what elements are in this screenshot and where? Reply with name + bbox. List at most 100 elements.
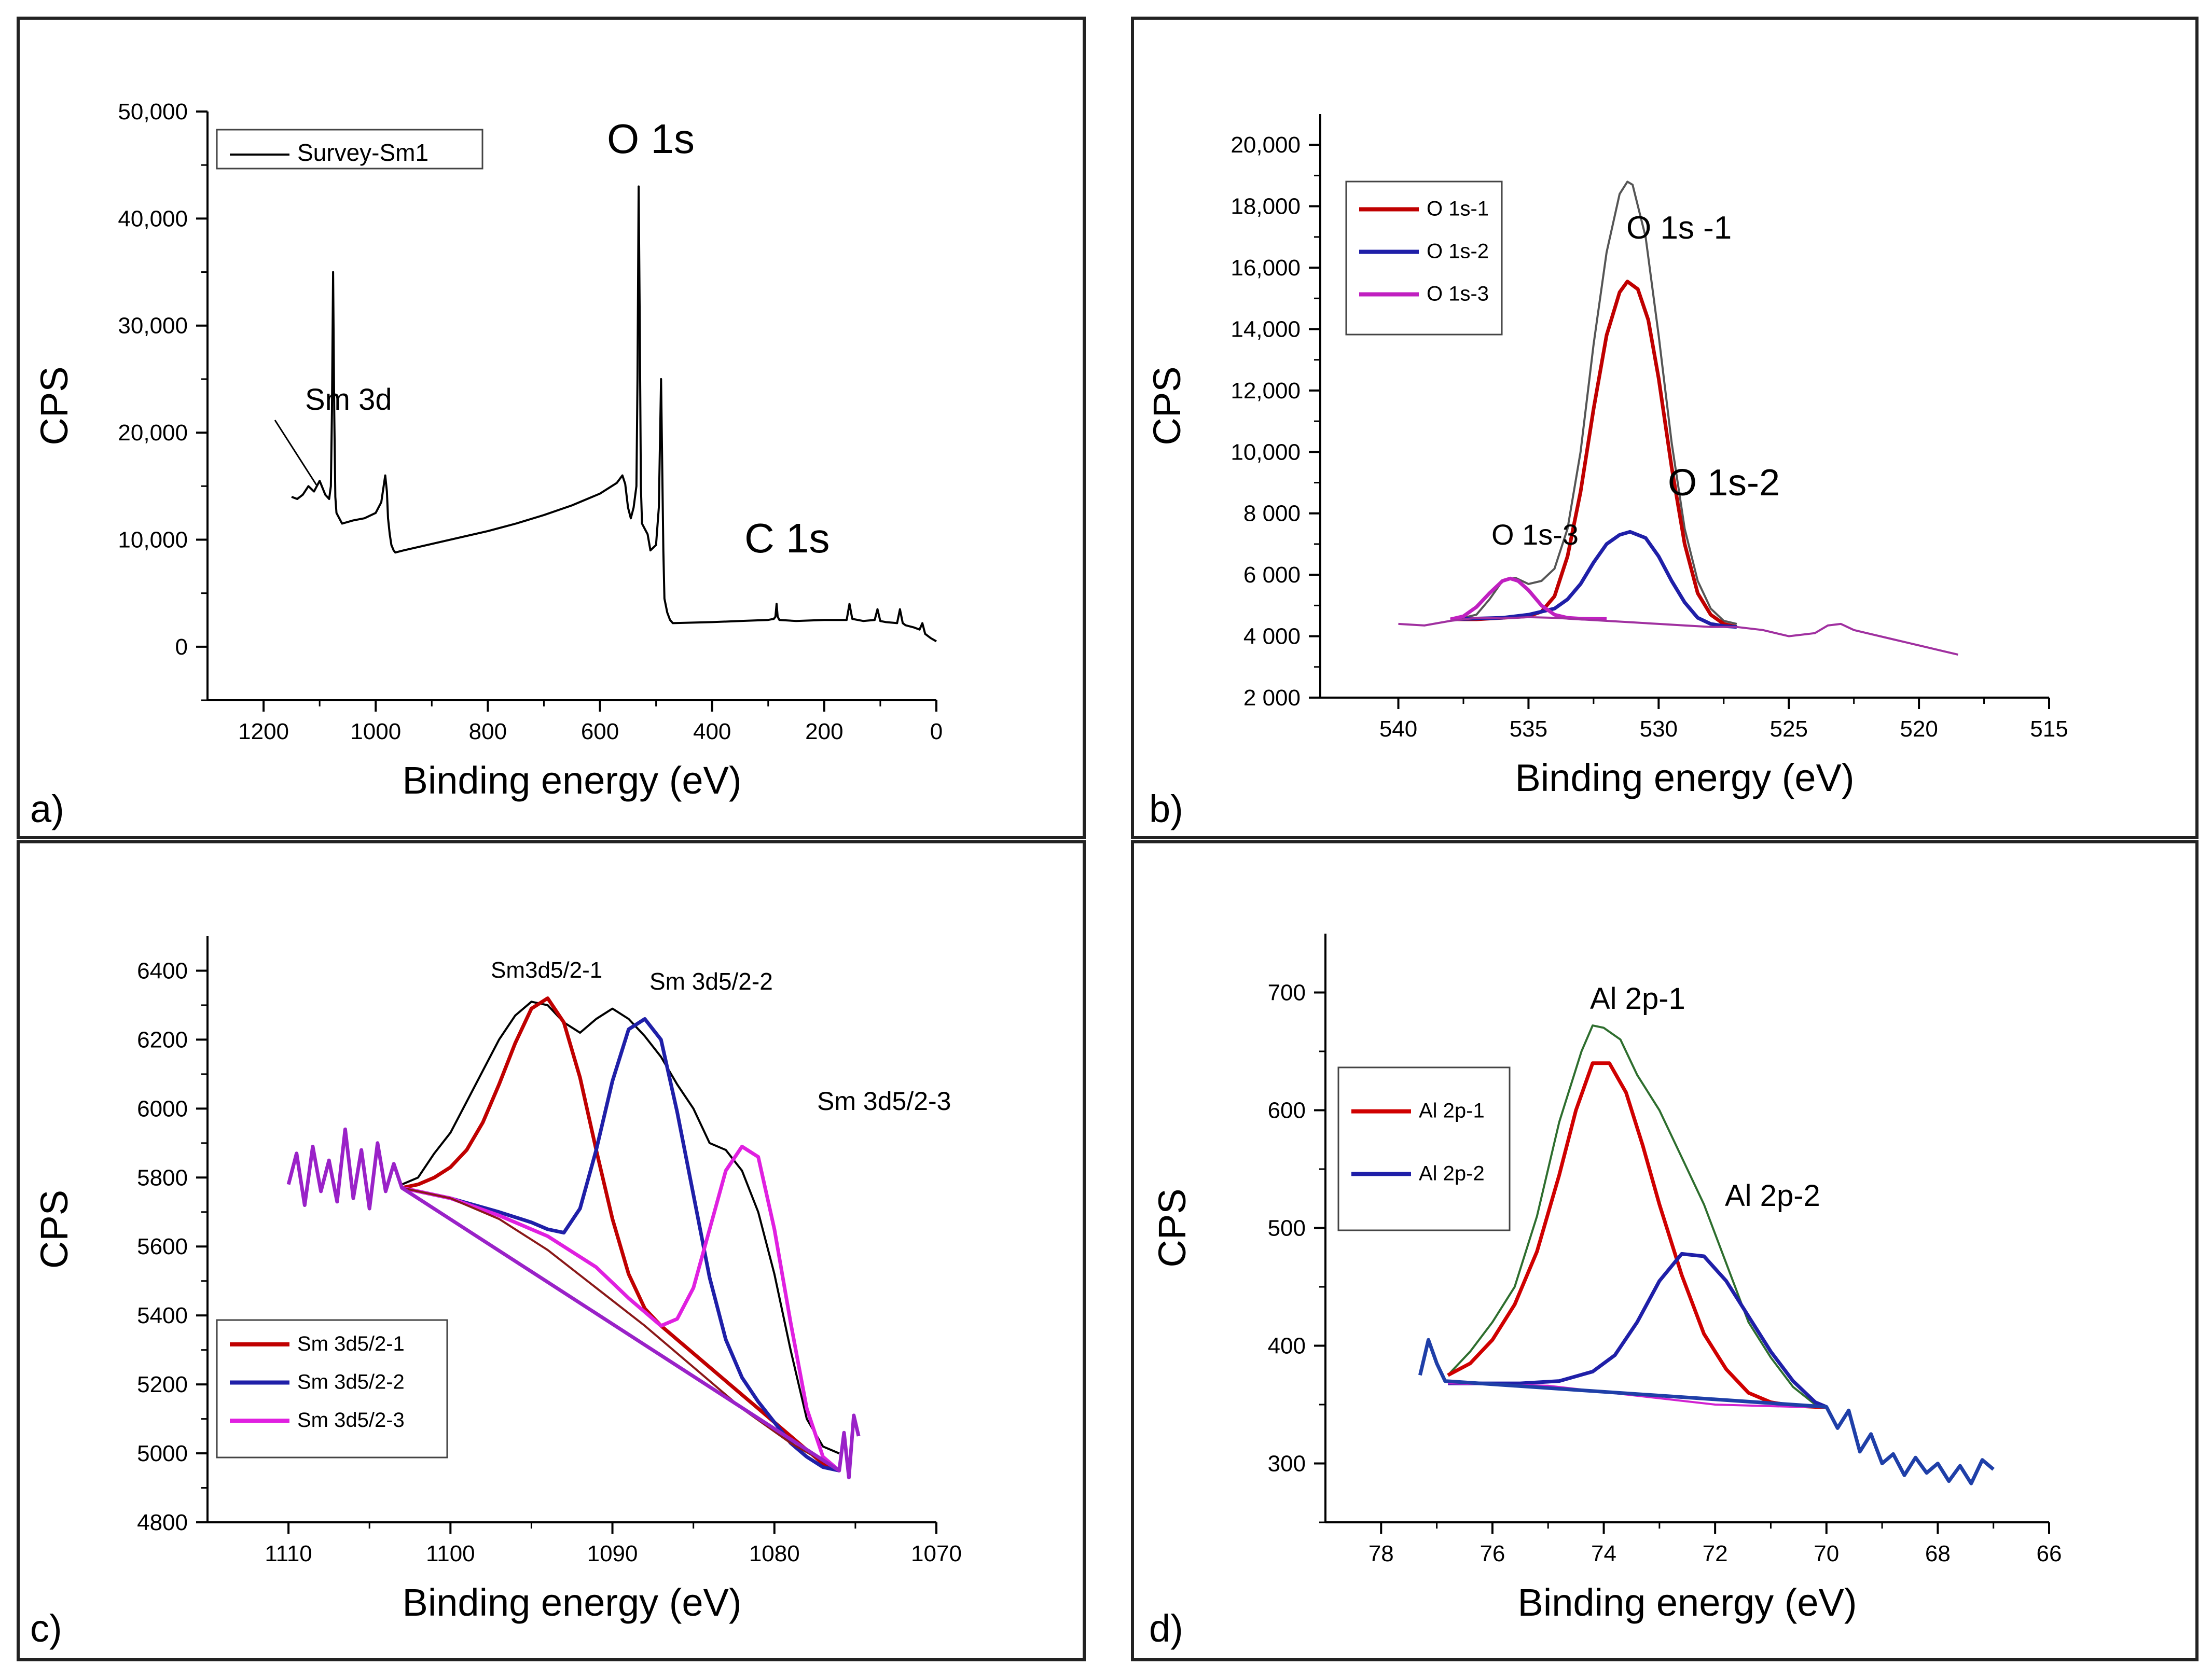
- y-tick-label: 0: [175, 634, 188, 660]
- x-axis-label: Binding energy (eV): [402, 1581, 741, 1624]
- series-line-background: [402, 1187, 840, 1472]
- peak-annotation: Al 2p-1: [1590, 982, 1685, 1016]
- y-tick-label: 30,000: [118, 313, 188, 339]
- x-tick-label: 535: [1510, 716, 1547, 742]
- x-tick-label: 76: [1480, 1541, 1505, 1566]
- legend-label: Survey-Sm1: [297, 139, 428, 166]
- peak-annotation: Sm 3d5/2-3: [817, 1087, 951, 1116]
- x-tick-label: 78: [1368, 1541, 1394, 1566]
- x-axis-label: Binding energy (eV): [402, 759, 741, 802]
- x-tick-label: 520: [1900, 716, 1938, 742]
- y-axis-label: CPS: [1145, 366, 1188, 445]
- x-axis-label: Binding energy (eV): [1515, 756, 1854, 799]
- x-tick-label: 1200: [238, 719, 289, 744]
- annotation-leader-line: [274, 420, 317, 485]
- y-tick-label: 6200: [137, 1027, 188, 1052]
- y-tick-label: 12,000: [1231, 378, 1301, 404]
- panel-frame: [1131, 840, 2199, 1661]
- panel-frame: [1131, 17, 2199, 839]
- panel-label: a): [30, 787, 64, 830]
- legend-box: [216, 129, 483, 170]
- y-tick-label: 5600: [137, 1234, 188, 1259]
- series-line-sm-3d5-2-3: [401, 1145, 840, 1472]
- x-tick-label: 1070: [911, 1541, 962, 1566]
- y-tick-label: 5200: [137, 1372, 188, 1397]
- series-line-raw: [1447, 1024, 1816, 1406]
- x-tick-label: 68: [1925, 1541, 1951, 1566]
- y-tick-label: 6 000: [1243, 562, 1301, 588]
- panel-frame: [17, 840, 1086, 1661]
- peak-annotation: C 1s: [744, 515, 830, 561]
- x-tick-label: 1080: [749, 1541, 800, 1566]
- x-tick-label: 66: [2037, 1541, 2062, 1566]
- x-tick-label: 74: [1591, 1541, 1616, 1566]
- peak-annotation: O 1s -1: [1626, 210, 1732, 246]
- peak-annotation: O 1s-2: [1668, 462, 1780, 504]
- y-tick-label: 40,000: [118, 206, 188, 231]
- series-line-sm-3d5-2-2: [401, 1017, 840, 1473]
- y-tick-label: 700: [1268, 980, 1306, 1006]
- y-tick-label: 20,000: [118, 420, 188, 446]
- y-tick-label: 6400: [137, 958, 188, 983]
- y-tick-label: 10,000: [1231, 439, 1301, 465]
- panel-label: c): [30, 1607, 62, 1650]
- peak-annotation: O 1s-3: [1491, 518, 1579, 551]
- legend-label: Sm 3d5/2-1: [297, 1332, 405, 1355]
- peak-annotation: Sm 3d: [305, 383, 392, 416]
- peak-annotation: Al 2p-2: [1725, 1179, 1820, 1213]
- x-tick-label: 540: [1379, 716, 1417, 742]
- y-tick-label: 14,000: [1231, 316, 1301, 342]
- x-tick-label: 1090: [587, 1541, 638, 1566]
- y-tick-label: 10,000: [118, 527, 188, 552]
- y-tick-label: 4800: [137, 1510, 188, 1535]
- y-axis-label: CPS: [1151, 1188, 1194, 1267]
- y-tick-label: 5800: [137, 1165, 188, 1190]
- y-tick-label: 300: [1268, 1451, 1306, 1477]
- y-tick-label: 5000: [137, 1441, 188, 1466]
- series-line-raw: [401, 1001, 840, 1454]
- y-axis-label: CPS: [33, 1190, 76, 1269]
- x-tick-label: 200: [805, 719, 843, 744]
- x-tick-label: 600: [581, 719, 619, 744]
- panel-label: b): [1149, 787, 1183, 830]
- panel-frame: [17, 17, 1086, 839]
- legend-label: Al 2p-2: [1419, 1162, 1485, 1185]
- series-line-background: [1398, 616, 1958, 656]
- series-line-al-2p-2: [1448, 1252, 1828, 1409]
- series-line-tail: [1418, 1338, 1995, 1485]
- x-tick-label: 1100: [426, 1541, 475, 1566]
- peak-annotation: Sm3d5/2-1: [491, 957, 602, 983]
- series-line-noise: [286, 1127, 861, 1480]
- y-tick-label: 500: [1268, 1216, 1306, 1241]
- y-tick-label: 2 000: [1243, 685, 1301, 711]
- y-axis-label: CPS: [33, 366, 76, 445]
- y-tick-label: 8 000: [1243, 501, 1301, 526]
- y-tick-label: 5400: [137, 1303, 188, 1328]
- x-tick-label: 70: [1814, 1541, 1839, 1566]
- legend-box: [1337, 1066, 1511, 1231]
- x-axis-label: Binding energy (eV): [1517, 1581, 1857, 1624]
- x-tick-label: 72: [1703, 1541, 1728, 1566]
- panel-3: 1110 1100 1090 1080 1070 4800 5000 5200 5400 5600…: [17, 840, 1086, 1661]
- y-tick-label: 18,000: [1231, 194, 1301, 219]
- series-line-sm-3d5-2-1: [401, 996, 840, 1473]
- y-tick-label: 20,000: [1231, 132, 1301, 158]
- series-line-survey-sm1: [291, 185, 937, 643]
- legend-label: Sm 3d5/2-2: [297, 1371, 405, 1394]
- y-tick-label: 600: [1268, 1098, 1306, 1123]
- y-tick-label: 50,000: [118, 99, 188, 124]
- y-tick-label: 400: [1268, 1334, 1306, 1359]
- peak-annotation: O 1s: [607, 116, 695, 162]
- legend-label: Sm 3d5/2-3: [297, 1409, 405, 1432]
- y-tick-label: 6000: [137, 1096, 188, 1121]
- legend-label: O 1s-2: [1427, 240, 1489, 263]
- panel-4: 78 76 74 72 70 68 66 300 400 500 600 700 Binding ene…: [1131, 840, 2199, 1661]
- panel-1: 1200 1000 800 600 400 200 0 0 10,000 20,000 30,000…: [17, 17, 1086, 839]
- x-tick-label: 800: [469, 719, 507, 744]
- legend-label: O 1s-1: [1427, 198, 1489, 220]
- legend-box: [1345, 181, 1503, 336]
- x-tick-label: 525: [1770, 716, 1808, 742]
- x-tick-label: 1000: [350, 719, 401, 744]
- y-tick-label: 4 000: [1243, 624, 1301, 649]
